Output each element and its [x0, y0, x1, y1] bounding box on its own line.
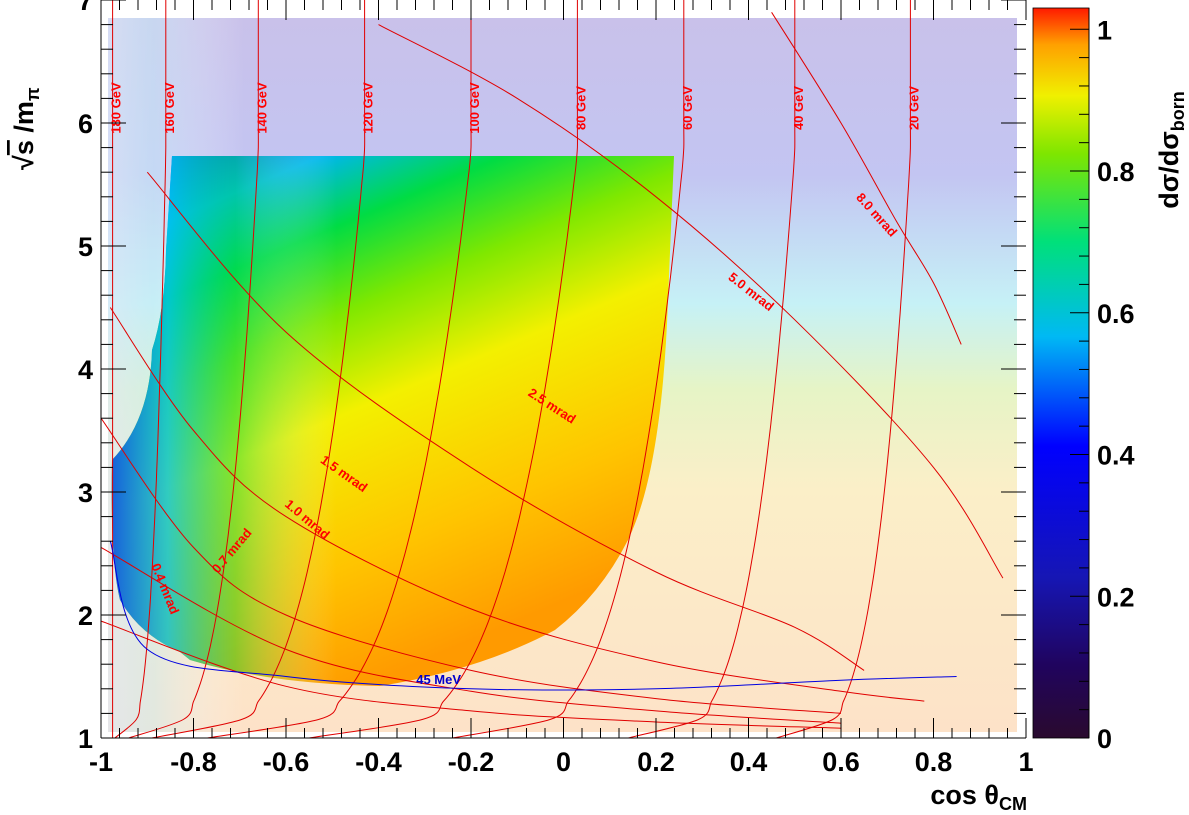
angle-contour-line: [101, 417, 842, 714]
x-tick-label: -1: [89, 747, 113, 777]
acceptance-region-left-tint: [111, 156, 674, 686]
mev-contour: 45 MeV: [109, 541, 957, 691]
y-axis-ticks: 1 2 3 4 5 6 7: [78, 0, 1026, 754]
energy-contour-label: 80 GeV: [573, 86, 588, 130]
y-tick-label: 1: [78, 724, 93, 754]
mev-contour-line: [109, 541, 957, 691]
y-tick-label: 7: [78, 0, 93, 16]
palette-tick-label: 0.4: [1097, 441, 1135, 471]
energy-contour-label: 40 GeV: [791, 86, 806, 130]
plot-area: 180 GeV 160 GeV 140 GeV 120 GeV 100 GeV 80 Ge…: [101, 0, 1017, 738]
energy-contour-line: [309, 0, 578, 738]
palette-tick-label: 0: [1097, 724, 1112, 754]
angle-contour-line: [101, 620, 842, 729]
energy-contour-line: [151, 0, 366, 738]
palette-tick-label: 1: [1097, 15, 1112, 45]
palette-ticks: 0 0.2 0.4 0.6 0.8 1: [1070, 15, 1135, 754]
y-tick-label: 2: [78, 601, 93, 631]
energy-contours: 180 GeV 160 GeV 140 GeV 120 GeV 100 GeV 80 Ge…: [109, 0, 921, 738]
angle-contour-line: [101, 546, 842, 724]
energy-contour-line: [114, 0, 167, 738]
y-axis-label: √s /mπ: [9, 87, 43, 170]
angle-contour-line: [146, 171, 865, 671]
palette-bar: [1032, 7, 1090, 739]
palette-label: dσ/dσborn: [1154, 91, 1188, 208]
y-tick-label: 5: [78, 232, 93, 262]
svg-text:dσ/dσborn: dσ/dσborn: [1154, 91, 1188, 208]
energy-contour-label: 20 GeV: [906, 86, 921, 130]
x-tick-label: -0.8: [170, 747, 217, 777]
angle-contour-line: [378, 24, 1004, 579]
x-tick-label: -0.2: [448, 747, 495, 777]
energy-contour-label: 180 GeV: [109, 82, 124, 134]
energy-contour-label: 120 GeV: [361, 82, 376, 134]
energy-contour-label: 160 GeV: [162, 82, 177, 134]
x-tick-label: 0: [556, 747, 571, 777]
energy-contour-line: [452, 0, 685, 738]
energy-contour-line: [776, 0, 911, 738]
energy-contour-line: [128, 0, 259, 738]
angle-contour-line: [109, 307, 925, 702]
energy-contour-line: [207, 0, 472, 738]
svg-text:√s /mπ: √s /mπ: [9, 87, 43, 170]
energy-contour-label: 140 GeV: [254, 82, 269, 134]
x-axis-ticks: -1 -0.8 -0.6 -0.4 -0.2 0 0.2 0.4 0.6 0.8 1: [89, 0, 1034, 777]
y-tick-label: 4: [78, 355, 93, 385]
x-tick-label: 0.6: [822, 747, 860, 777]
palette-tick-label: 0.2: [1097, 582, 1135, 612]
x-tick-label: 0.2: [637, 747, 675, 777]
angle-contour-line: [771, 12, 962, 345]
y-tick-label: 3: [78, 478, 93, 508]
energy-contour-line: [628, 0, 796, 738]
palette-tick-label: 0.6: [1097, 299, 1135, 329]
x-tick-label: 0.8: [915, 747, 953, 777]
x-tick-label: -0.6: [263, 747, 310, 777]
palette-tick-label: 0.8: [1097, 157, 1135, 187]
y-tick-label: 6: [78, 109, 93, 139]
mev-contour-label: 45 MeV: [416, 672, 461, 687]
x-tick-label: -0.4: [355, 747, 402, 777]
energy-contour-label: 100 GeV: [467, 82, 482, 134]
color-palette: 0 0.2 0.4 0.6 0.8 1: [1032, 7, 1135, 754]
x-axis-label: cos θCM: [930, 780, 1027, 814]
y-label-sqrt-sign: √: [9, 155, 39, 170]
x-tick-label: 0.4: [730, 747, 768, 777]
x-tick-label: 1: [1018, 747, 1033, 777]
energy-contour-label: 60 GeV: [680, 86, 695, 130]
